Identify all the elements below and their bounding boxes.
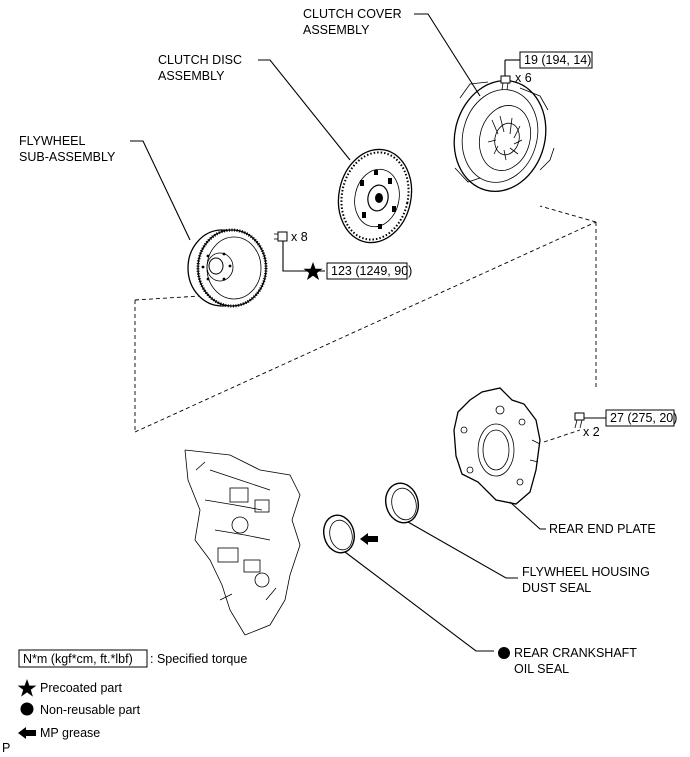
dust-seal-drawing	[385, 482, 419, 524]
clutch-disc-label-line2: ASSEMBLY	[158, 69, 225, 83]
qty-rear-end-plate: x 2	[583, 425, 600, 439]
legend-torque-box	[18, 649, 148, 668]
crankshaft-seal-drawing	[322, 514, 356, 554]
clutch-cover-label-line1: CLUTCH COVER	[303, 7, 402, 21]
legend-torque-unit: N*m (kgf*cm, ft.*lbf)	[23, 652, 133, 666]
legend: N*m (kgf*cm, ft.*lbf) : Specified torque…	[17, 649, 247, 740]
left-arrow-icon	[18, 727, 36, 739]
crank-seal-label-line2: OIL SEAL	[514, 662, 569, 676]
flywheel-label-line2: SUB-ASSEMBLY	[19, 150, 116, 164]
rear-end-plate-drawing	[453, 387, 541, 505]
clutch-cover-drawing	[453, 80, 555, 192]
torque-clutch-cover: 19 (194, 14)	[524, 53, 591, 67]
torque-box-flywheel	[326, 262, 408, 280]
qty-clutch-cover: x 6	[515, 71, 532, 85]
qty-flywheel: x 8	[291, 230, 308, 244]
filled-circle-icon	[20, 702, 34, 716]
clutch-cover-label-line2: ASSEMBLY	[303, 23, 370, 37]
torque-box-rear-end-plate	[605, 409, 675, 427]
legend-precoated: Precoated part	[40, 681, 123, 695]
crank-seal-label-line1: REAR CRANKSHAFT	[514, 646, 637, 660]
flywheel-label-line1: FLYWHEEL	[19, 134, 85, 148]
mp-grease-arrow-marker	[360, 533, 378, 545]
clutch-disc-label-line1: CLUTCH DISC	[158, 53, 242, 67]
star-icon	[17, 679, 37, 697]
non-reusable-marker	[498, 647, 510, 659]
flywheel-drawing	[187, 228, 268, 308]
torque-box-clutch-cover	[519, 51, 593, 69]
clutch-disc-drawing	[337, 148, 413, 244]
dust-seal-label-line2: DUST SEAL	[522, 581, 591, 595]
corner-mark: P	[2, 741, 10, 755]
leader-lines	[130, 13, 606, 652]
star-icon-flywheel	[303, 262, 323, 280]
legend-torque-desc: : Specified torque	[150, 652, 247, 666]
rear-end-plate-label: REAR END PLATE	[549, 522, 656, 536]
flywheel-bolt	[274, 231, 288, 242]
legend-mp-grease: MP grease	[40, 726, 100, 740]
legend-non-reusable: Non-reusable part	[40, 703, 141, 717]
engine-block-drawing	[184, 449, 301, 636]
torque-rear-end-plate: 27 (275, 20)	[610, 411, 677, 425]
dust-seal-label-line1: FLYWHEEL HOUSING	[522, 565, 650, 579]
rear-end-plate-bolt	[574, 412, 585, 429]
torque-flywheel: 123 (1249, 90)	[331, 264, 412, 278]
alignment-dashed-box	[134, 205, 597, 443]
